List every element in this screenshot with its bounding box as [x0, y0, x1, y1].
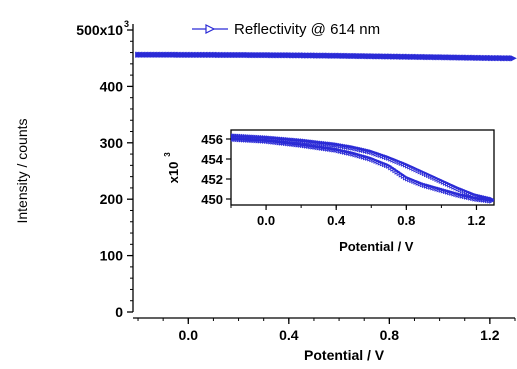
main-y-tick-label: 400: [100, 78, 124, 94]
main-data-point: [510, 55, 517, 62]
inset-x-tick-label: 0.0: [257, 213, 275, 228]
main-x-tick-label: 0.4: [279, 327, 299, 343]
main-series-reflectivity: [135, 51, 517, 62]
legend-marker: [205, 24, 216, 34]
inset-y-tick-label: 454: [201, 152, 223, 167]
inset-data-clipped: [231, 133, 494, 204]
main-y-tick-label: 200: [100, 191, 124, 207]
main-y-tick-label: 300: [100, 135, 124, 151]
main-x-tick-label: 0.8: [380, 327, 400, 343]
inset-y-tick-label: 452: [201, 172, 223, 187]
main-x-axis-label: Potential / V: [304, 347, 385, 363]
inset-y-axis-label-exponent: 3: [163, 152, 172, 157]
inset-x-axis-label: Potential / V: [339, 239, 414, 254]
inset-y-tick-label: 456: [201, 132, 223, 147]
main-y-tick-label: 0: [115, 304, 123, 320]
inset-y-axis-label-text: x10: [166, 162, 181, 184]
inset-y-axis-label: x10 3: [163, 152, 181, 184]
inset-axes: 450 452 454 456 0.0 0.4 0.8 1.2: [201, 129, 495, 228]
main-y-tick-label: 100: [100, 248, 124, 264]
legend: Reflectivity @ 614 nm: [192, 21, 380, 38]
inset-series: [231, 133, 494, 204]
inset-x-tick-label: 1.2: [467, 213, 485, 228]
inset-y-tick-label: 450: [201, 192, 223, 207]
inset-x-tick-label: 0.4: [327, 213, 346, 228]
main-y-axis-label: Intensity / counts: [14, 118, 30, 223]
inset-data-point: [489, 197, 494, 204]
main-y-exponent: 3: [124, 19, 129, 29]
main-x-tick-label: 1.2: [480, 327, 500, 343]
inset-x-tick-label: 0.8: [397, 213, 415, 228]
main-y-tick-label: 500x10: [76, 22, 123, 38]
main-axes: 0 100 200 300 400 500x10 0.0 0.4 0.8 1.2: [76, 22, 516, 343]
legend-entry: Reflectivity @ 614 nm: [234, 21, 380, 38]
main-x-tick-label: 0.0: [179, 327, 199, 343]
